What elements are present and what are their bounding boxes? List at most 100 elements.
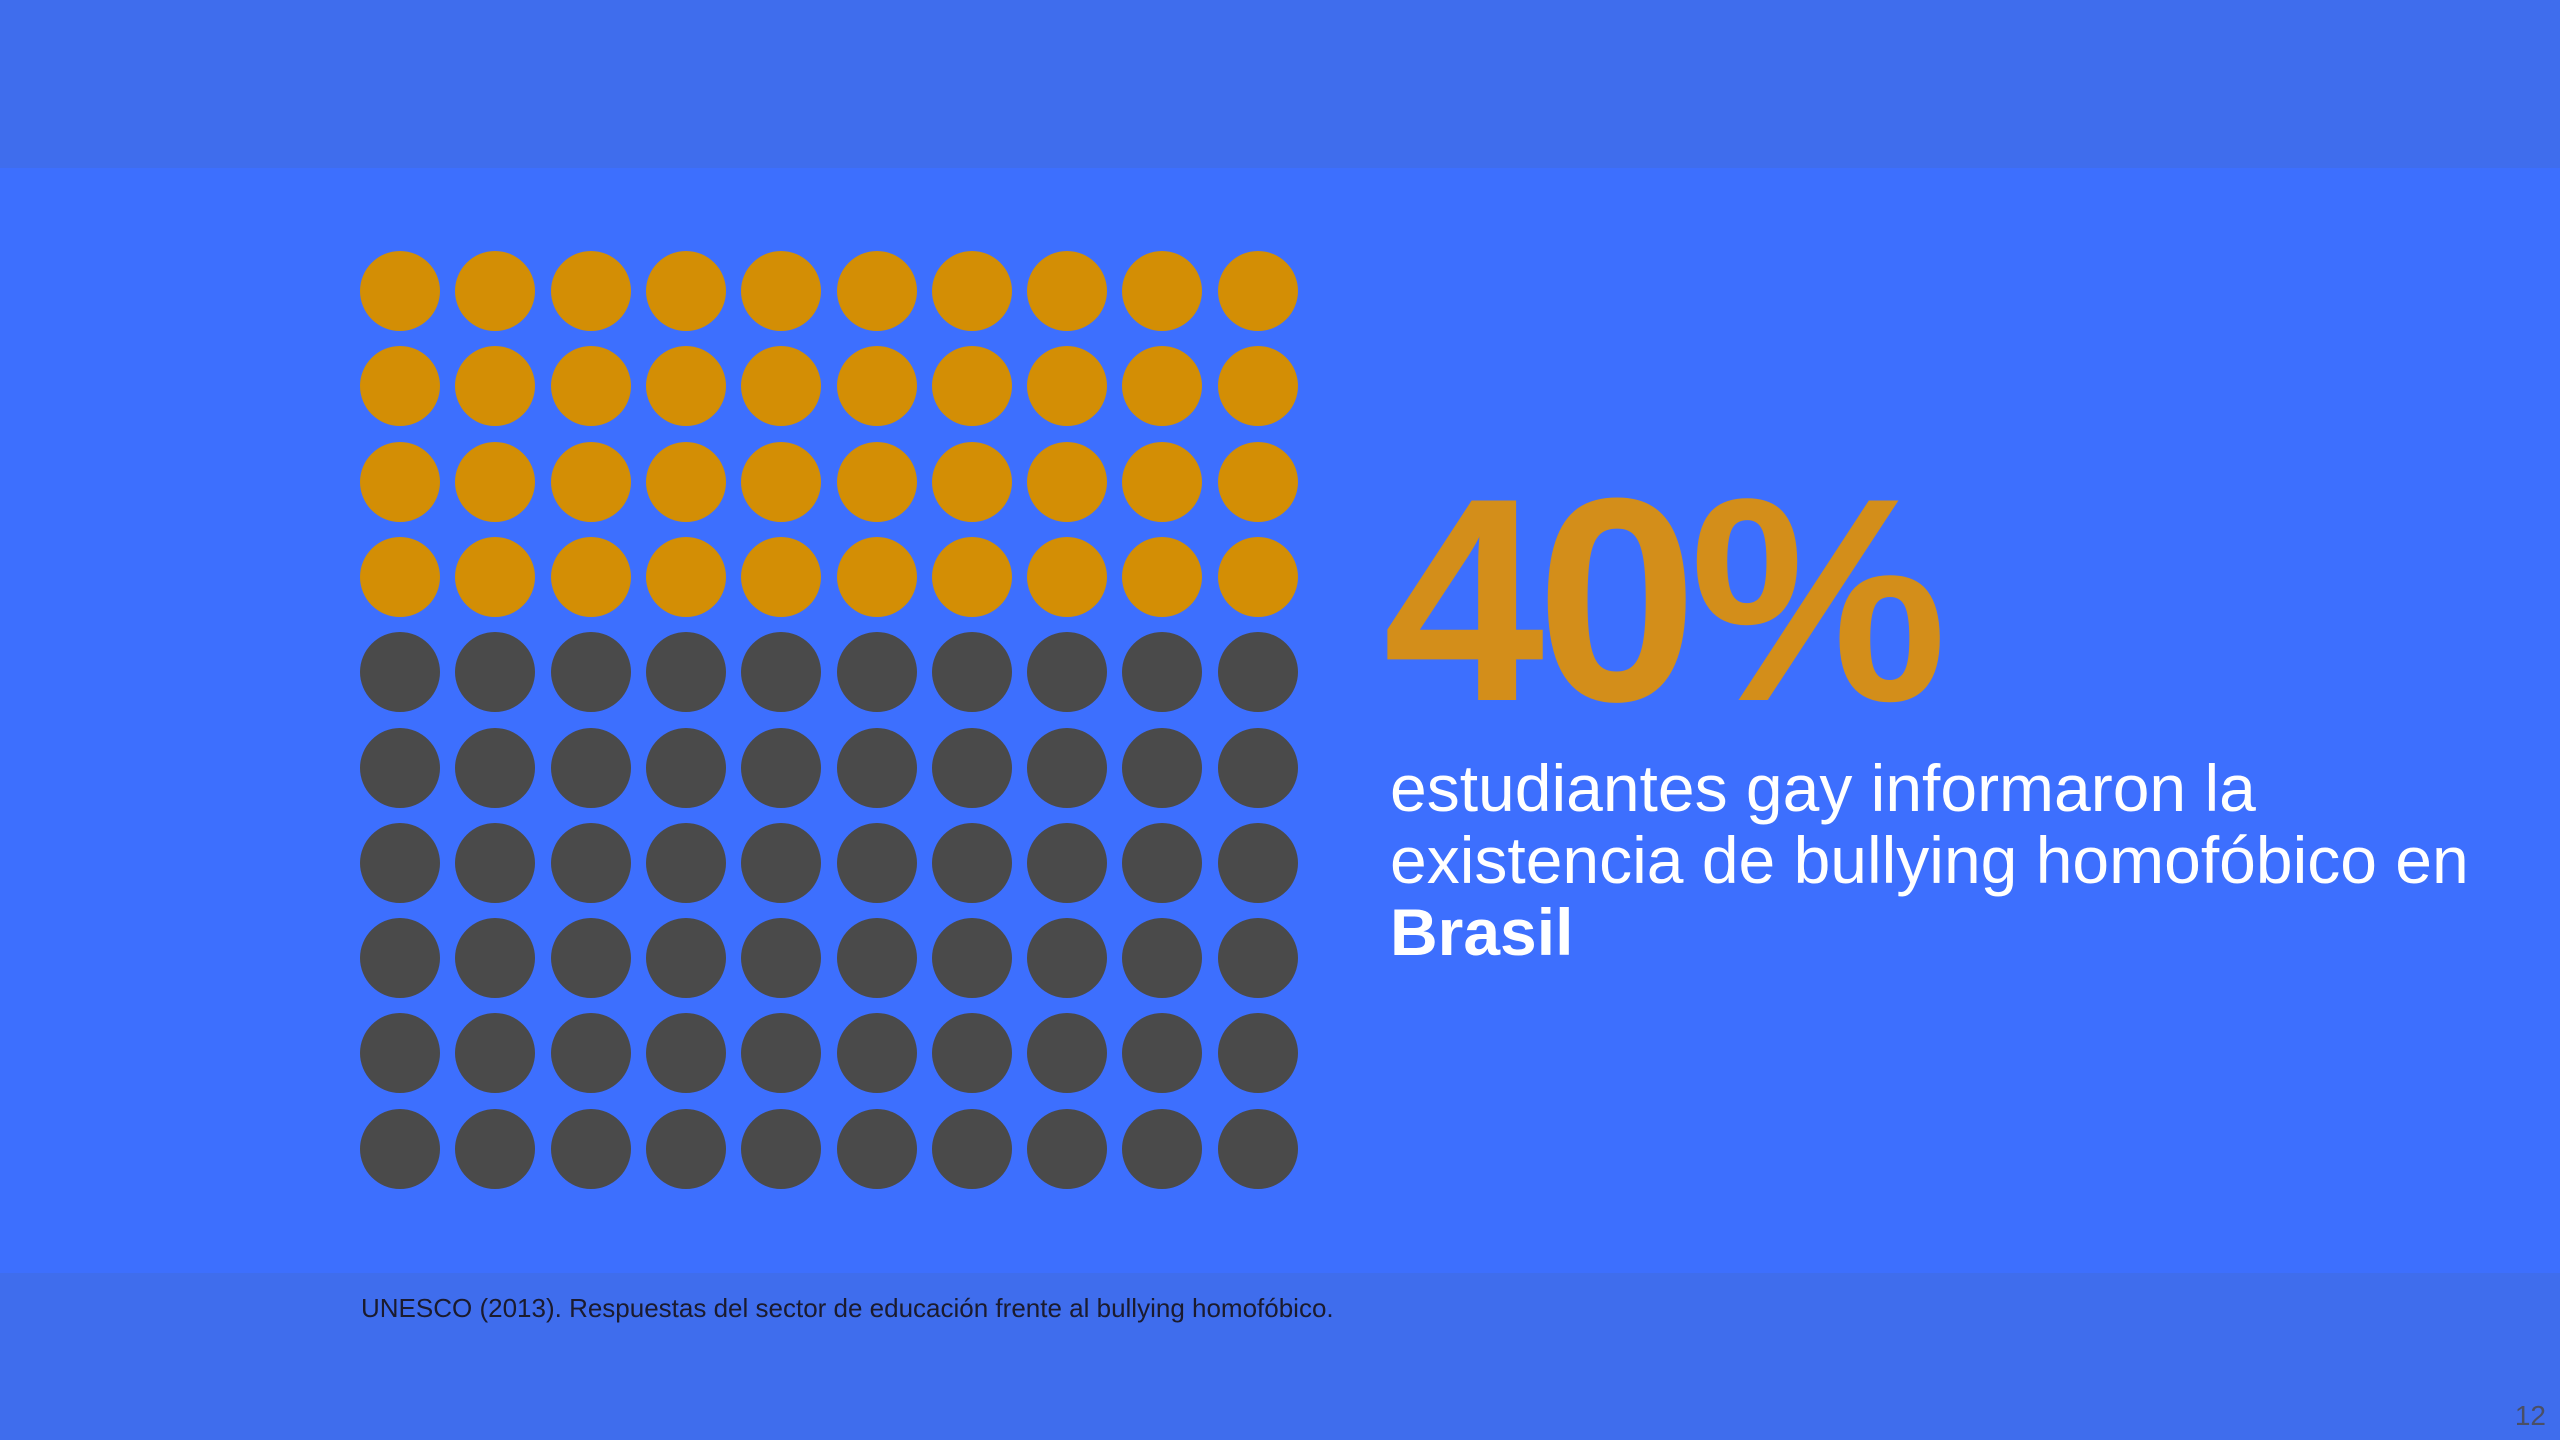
waffle-dot-empty xyxy=(360,822,440,903)
waffle-dot-empty xyxy=(836,632,917,713)
waffle-dot-filled xyxy=(931,536,1012,617)
waffle-dot-filled xyxy=(836,346,917,427)
waffle-dot-empty xyxy=(1217,1108,1298,1189)
waffle-dot-filled xyxy=(550,346,631,427)
waffle-dot-empty xyxy=(1027,1108,1108,1189)
waffle-dot-empty xyxy=(550,1108,631,1189)
waffle-dot-filled xyxy=(1217,251,1298,331)
waffle-dot-empty xyxy=(645,918,726,999)
waffle-dot-empty xyxy=(1217,632,1298,713)
waffle-dot-empty xyxy=(360,1013,440,1094)
waffle-dot-filled xyxy=(931,441,1012,522)
waffle-dot-filled xyxy=(550,441,631,522)
page-number: 12 xyxy=(2514,1400,2546,1431)
waffle-dot-empty xyxy=(931,918,1012,999)
waffle-dot-filled xyxy=(645,346,726,427)
waffle-dot-filled xyxy=(1027,441,1108,522)
waffle-dot-empty xyxy=(741,727,822,808)
waffle-dot-empty xyxy=(1027,918,1108,999)
waffle-dot-empty xyxy=(1122,1013,1203,1094)
waffle-dot-empty xyxy=(360,632,440,713)
waffle-dot-empty xyxy=(645,1013,726,1094)
waffle-dot-empty xyxy=(1122,918,1203,999)
waffle-dot-filled xyxy=(1217,441,1298,522)
waffle-dot-filled xyxy=(1122,251,1203,331)
waffle-dot-filled xyxy=(360,346,440,427)
waffle-dot-empty xyxy=(836,918,917,999)
waffle-dot-filled xyxy=(455,441,536,522)
waffle-dot-filled xyxy=(1027,251,1108,331)
waffle-dot-empty xyxy=(1217,822,1298,903)
waffle-dot-empty xyxy=(1122,822,1203,903)
description-emphasis: Brasil xyxy=(1390,895,1574,969)
waffle-dot-empty xyxy=(645,632,726,713)
waffle-dot-empty xyxy=(741,632,822,713)
waffle-dot-filled xyxy=(1122,441,1203,522)
waffle-dot-empty xyxy=(1027,632,1108,713)
waffle-dot-empty xyxy=(550,727,631,808)
waffle-dot-filled xyxy=(550,251,631,331)
waffle-dot-filled xyxy=(360,536,440,617)
source-citation: UNESCO (2013). Respuestas del sector de … xyxy=(361,1293,1334,1323)
waffle-dot-empty xyxy=(550,632,631,713)
waffle-dot-filled xyxy=(836,251,917,331)
stat-value: 40% xyxy=(1383,438,1947,762)
waffle-dot-empty xyxy=(1027,1013,1108,1094)
waffle-dot-empty xyxy=(645,727,726,808)
waffle-dot-empty xyxy=(1027,727,1108,808)
waffle-dot-filled xyxy=(741,346,822,427)
waffle-dot-empty xyxy=(931,727,1012,808)
waffle-dot-empty xyxy=(455,822,536,903)
waffle-dot-filled xyxy=(455,346,536,427)
waffle-dot-empty xyxy=(1217,1013,1298,1094)
waffle-dot-filled xyxy=(360,251,440,331)
waffle-dot-filled xyxy=(1122,536,1203,617)
waffle-dot-empty xyxy=(931,822,1012,903)
waffle-dot-empty xyxy=(645,1108,726,1189)
waffle-dot-empty xyxy=(931,1108,1012,1189)
waffle-dot-empty xyxy=(1122,1108,1203,1189)
waffle-dot-filled xyxy=(645,441,726,522)
waffle-dot-empty xyxy=(836,822,917,903)
waffle-dot-filled xyxy=(741,251,822,331)
waffle-dot-filled xyxy=(1122,346,1203,427)
waffle-dot-filled xyxy=(836,536,917,617)
waffle-dot-empty xyxy=(1027,822,1108,903)
waffle-dot-empty xyxy=(741,918,822,999)
waffle-dot-empty xyxy=(360,1108,440,1189)
waffle-dot-filled xyxy=(1217,536,1298,617)
waffle-dot-empty xyxy=(931,632,1012,713)
waffle-dot-empty xyxy=(550,822,631,903)
waffle-dot-filled xyxy=(1027,346,1108,427)
waffle-dot-empty xyxy=(455,632,536,713)
waffle-dot-empty xyxy=(741,1108,822,1189)
waffle-dot-filled xyxy=(360,441,440,522)
waffle-dot-empty xyxy=(455,918,536,999)
waffle-dot-empty xyxy=(455,727,536,808)
waffle-dot-empty xyxy=(645,822,726,903)
waffle-dot-empty xyxy=(1217,727,1298,808)
waffle-dot-empty xyxy=(741,1013,822,1094)
waffle-dot-empty xyxy=(836,1013,917,1094)
waffle-dot-empty xyxy=(1122,632,1203,713)
waffle-dot-filled xyxy=(455,536,536,617)
waffle-dot-filled xyxy=(741,441,822,522)
waffle-dot-empty xyxy=(360,727,440,808)
waffle-dot-filled xyxy=(836,441,917,522)
description-text: estudiantes gay informaron la existencia… xyxy=(1390,751,2469,897)
waffle-dot-empty xyxy=(550,918,631,999)
waffle-dot-empty xyxy=(931,1013,1012,1094)
waffle-chart xyxy=(360,251,1300,1191)
waffle-dot-empty xyxy=(550,1013,631,1094)
waffle-dot-empty xyxy=(836,1108,917,1189)
waffle-dot-empty xyxy=(741,822,822,903)
waffle-dot-empty xyxy=(455,1108,536,1189)
waffle-dot-filled xyxy=(931,346,1012,427)
waffle-dot-filled xyxy=(645,536,726,617)
waffle-dot-filled xyxy=(645,251,726,331)
waffle-dot-filled xyxy=(550,536,631,617)
waffle-dot-filled xyxy=(931,251,1012,331)
waffle-dot-filled xyxy=(455,251,536,331)
bottom-band xyxy=(0,1273,2560,1440)
waffle-dot-filled xyxy=(741,536,822,617)
